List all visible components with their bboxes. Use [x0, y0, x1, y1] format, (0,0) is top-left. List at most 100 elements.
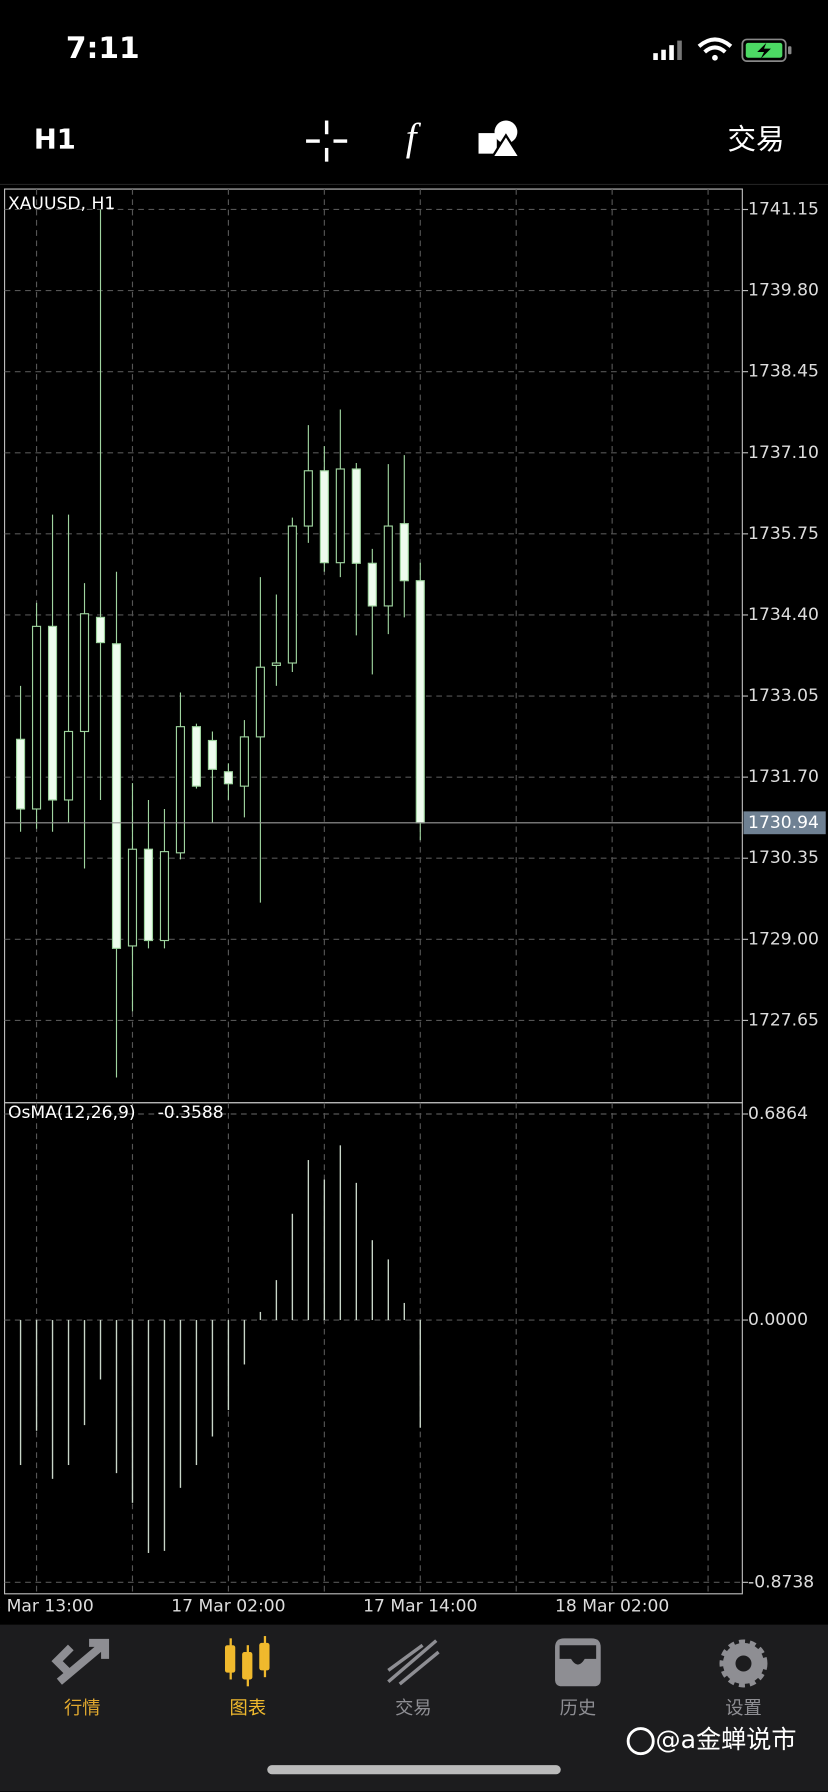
- y-tick-label: 1729.00: [748, 929, 819, 949]
- x-tick-label: 16 Mar 13:00: [0, 1596, 94, 1616]
- histogram-bar: [51, 1320, 54, 1479]
- candle-body-up: [335, 468, 345, 564]
- tab-label[interactable]: 历史: [560, 1698, 597, 1719]
- histogram-bar: [131, 1320, 134, 1503]
- candle-body-down: [415, 580, 425, 824]
- y-tick-label: 1734.40: [748, 605, 819, 625]
- candle-body-up: [127, 848, 138, 947]
- candle-body-up: [255, 666, 265, 738]
- candle-body-up: [175, 726, 186, 854]
- candle-body-down: [95, 616, 106, 644]
- y-tick-label: 1737.10: [748, 443, 819, 463]
- candle-body-down: [223, 771, 233, 785]
- y-tick-label: 1738.45: [748, 362, 819, 382]
- candle-body-up: [159, 851, 170, 942]
- candle-body-down: [15, 738, 26, 810]
- objects-button[interactable]: [478, 120, 522, 159]
- y-tick-label: 1741.15: [748, 199, 819, 219]
- histogram-bar: [227, 1320, 230, 1411]
- candle-body-down: [351, 468, 361, 564]
- y-tick-label: 1735.75: [748, 524, 819, 544]
- histogram-bar: [243, 1320, 246, 1365]
- settings-tab[interactable]: 设置: [719, 1639, 768, 1719]
- x-tick-label: 18 Mar 02:00: [555, 1596, 669, 1616]
- histogram-bar: [35, 1320, 38, 1431]
- signal-icon: [653, 40, 682, 61]
- candle-body-up: [63, 730, 74, 801]
- watermark: @a金蝉说市: [626, 1725, 797, 1756]
- chart-tab[interactable]: 图表: [224, 1636, 270, 1719]
- candle-body-down: [143, 848, 154, 942]
- histogram-bar: [403, 1302, 405, 1321]
- quotes-tab[interactable]: 行情: [51, 1638, 110, 1719]
- tab-label[interactable]: 图表: [230, 1698, 267, 1719]
- clock: 7:11: [66, 31, 140, 66]
- x-tick-label: 17 Mar 02:00: [171, 1596, 285, 1616]
- candle-body-up: [287, 525, 297, 664]
- x-tick-label: 17 Mar 14:00: [363, 1596, 477, 1616]
- indicator-value: -0.3588: [158, 1103, 224, 1123]
- chart-area: 1741.15 1739.80 1738.45 1737.10 1735.75 1734.…: [0, 188, 826, 1616]
- histogram-bar: [163, 1320, 166, 1551]
- watermark-text: @a金蝉说市: [656, 1725, 797, 1754]
- candle-body-down: [47, 625, 58, 801]
- candle-body-down: [207, 739, 217, 770]
- candle-body-down: [319, 470, 329, 564]
- tab-label[interactable]: 交易: [395, 1698, 432, 1719]
- histogram-bar: [259, 1311, 262, 1321]
- history-tab[interactable]: 历史: [555, 1638, 601, 1719]
- histogram-bar: [147, 1320, 150, 1553]
- histogram-bar: [387, 1259, 389, 1321]
- candle-body-down: [111, 643, 122, 949]
- y-tick-label: 0.0000: [748, 1310, 808, 1330]
- histogram-bar: [323, 1179, 326, 1321]
- wifi-icon: [697, 37, 733, 54]
- histogram-bar: [115, 1320, 118, 1474]
- crosshair-button[interactable]: [306, 120, 348, 162]
- candle-body-down: [399, 523, 409, 582]
- histogram-bar: [179, 1320, 182, 1488]
- indicator-title: OsMA(12,26,9): [8, 1103, 136, 1123]
- candle-body-up: [239, 736, 249, 787]
- pane-frame: [3, 1102, 743, 1595]
- histogram-bar: [355, 1182, 358, 1321]
- timeframe-button[interactable]: H1: [34, 125, 76, 156]
- histogram-bar: [19, 1320, 22, 1466]
- trade-button[interactable]: 交易: [728, 122, 785, 156]
- histogram-bar: [67, 1320, 70, 1466]
- histogram-bar: [291, 1213, 294, 1321]
- wifi-dot: [712, 54, 718, 61]
- y-tick-label: 1730.35: [748, 848, 819, 868]
- candle-body-down: [367, 562, 377, 607]
- candle-body-up: [79, 613, 90, 733]
- y-tick-label: 1739.80: [748, 281, 819, 301]
- candle-body-up: [303, 470, 313, 527]
- histogram-bar: [419, 1320, 421, 1428]
- histogram-bar: [275, 1280, 278, 1321]
- candle-body-up: [31, 625, 42, 810]
- y-tick-label: 1731.70: [748, 767, 819, 787]
- candle-body-up: [383, 525, 393, 607]
- last-price-label: 1730.94: [748, 813, 819, 833]
- y-tick-label: 1733.05: [748, 686, 819, 706]
- battery-icon: [741, 38, 792, 63]
- tab-label[interactable]: 设置: [725, 1698, 762, 1719]
- chart-title: XAUUSD, H1: [8, 194, 115, 214]
- candle-body-down: [191, 726, 202, 787]
- histogram-bar: [195, 1320, 198, 1466]
- candle-body-up: [271, 662, 281, 666]
- histogram-bar: [371, 1240, 373, 1321]
- trade-tab[interactable]: 交易: [387, 1639, 440, 1720]
- histogram-bar: [83, 1320, 86, 1426]
- histogram-bar: [339, 1145, 342, 1321]
- y-tick-label: 1727.65: [748, 1010, 819, 1030]
- histogram-bar: [307, 1160, 310, 1321]
- y-tick-label: 0.6864: [748, 1104, 808, 1124]
- tab-label[interactable]: 行情: [64, 1698, 101, 1719]
- histogram-bar: [99, 1320, 102, 1380]
- home-indicator: [267, 1765, 561, 1775]
- y-tick-label: -0.8738: [748, 1572, 814, 1592]
